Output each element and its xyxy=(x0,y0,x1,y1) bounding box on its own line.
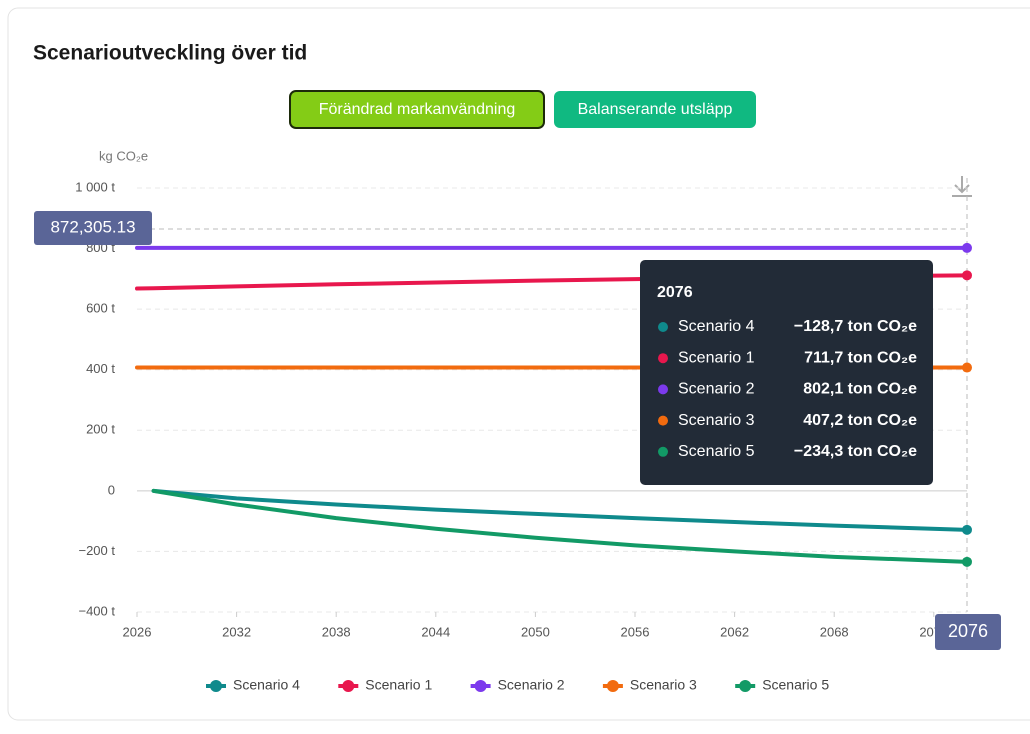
end-point xyxy=(962,362,972,373)
tooltip xyxy=(640,260,933,485)
legend-swatch xyxy=(739,680,752,692)
x-tick-label: 2050 xyxy=(521,624,550,639)
tooltip-dot xyxy=(658,415,668,426)
x-tick-label: 2068 xyxy=(820,624,849,639)
legend-label[interactable]: Scenario 2 xyxy=(498,677,565,693)
tooltip-value: 802,1 ton CO₂e xyxy=(803,381,917,398)
x-tick-label: 2056 xyxy=(621,624,650,639)
chart-title: Scenarioutveckling över tid xyxy=(33,42,307,65)
legend-swatch xyxy=(210,680,222,692)
tooltip-name: Scenario 2 xyxy=(678,381,755,398)
tooltip-name: Scenario 5 xyxy=(678,443,755,460)
end-point xyxy=(962,524,972,535)
y-tick-label: −200 t xyxy=(78,543,115,558)
legend-swatch xyxy=(606,680,619,692)
tooltip-value: 711,7 ton CO₂e xyxy=(804,349,917,366)
x-tick-label: 2044 xyxy=(421,624,450,639)
end-point xyxy=(962,270,972,281)
tooltip-dot xyxy=(658,446,668,457)
y-axis-label: kg CO₂e xyxy=(99,148,148,163)
tooltip-title: 2076 xyxy=(657,284,693,301)
x-tick-label: 2032 xyxy=(222,624,251,639)
legend-label[interactable]: Scenario 3 xyxy=(630,677,697,693)
filter-button-label[interactable]: Förändrad markanvändning xyxy=(319,101,516,118)
cursor-x-badge xyxy=(935,614,1001,650)
legend-swatch xyxy=(342,680,355,692)
tooltip-dot xyxy=(658,384,668,395)
x-tick-label: 2062 xyxy=(720,624,749,639)
series-line xyxy=(151,488,969,532)
legend-label[interactable]: Scenario 5 xyxy=(762,677,829,693)
tooltip-name: Scenario 1 xyxy=(678,349,755,366)
end-point xyxy=(962,242,972,253)
tooltip-dot xyxy=(658,322,668,332)
legend-label[interactable]: Scenario 1 xyxy=(365,677,432,693)
legend-label[interactable]: Scenario 4 xyxy=(233,677,300,693)
tooltip-value: 407,2 ton CO₂e xyxy=(803,412,917,429)
cursor-y-badge xyxy=(34,211,152,245)
tooltip-name: Scenario 3 xyxy=(678,412,755,429)
legend-swatch xyxy=(474,680,487,692)
x-tick-label: 2026 xyxy=(123,624,152,639)
tooltip-value: −234,3 ton CO₂e xyxy=(794,443,917,460)
cursor-y-label: 872,305.13 xyxy=(50,217,135,236)
y-tick-label: 600 t xyxy=(86,301,115,316)
cursor-x-label: 2076 xyxy=(948,621,988,641)
y-tick-label: 400 t xyxy=(86,361,115,376)
tooltip-name: Scenario 4 xyxy=(678,318,755,335)
card xyxy=(7,7,1030,721)
end-point xyxy=(962,556,972,567)
tooltip-value: −128,7 ton CO₂e xyxy=(794,318,917,335)
filter-button[interactable] xyxy=(289,90,545,129)
y-tick-label: 1 000 t xyxy=(75,179,115,194)
series-line xyxy=(151,488,969,564)
filter-button[interactable] xyxy=(554,91,756,128)
y-tick-label: 200 t xyxy=(86,422,115,437)
y-tick-label: −400 t xyxy=(78,603,115,618)
x-tick-label: 2038 xyxy=(322,624,351,639)
tooltip-dot xyxy=(658,353,668,364)
y-tick-label: 0 xyxy=(108,482,115,497)
filter-button-label[interactable]: Balanserande utsläpp xyxy=(578,101,733,118)
